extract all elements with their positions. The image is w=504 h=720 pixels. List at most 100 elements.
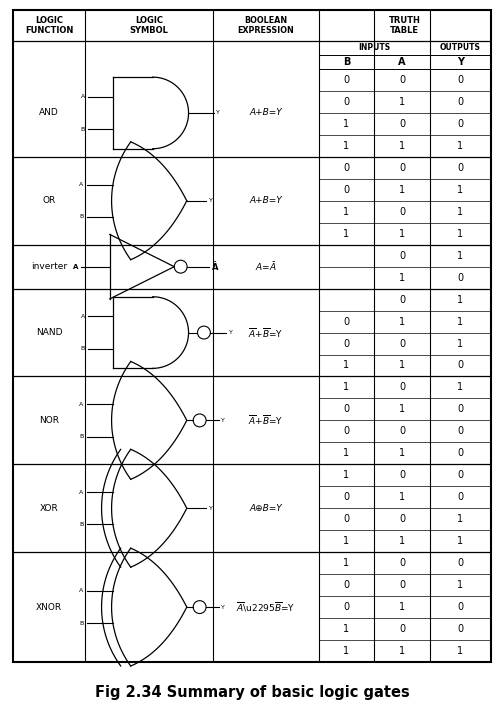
Text: 0: 0 — [399, 382, 405, 392]
Text: 0: 0 — [343, 580, 350, 590]
Text: A⊕B=Y: A⊕B=Y — [249, 504, 282, 513]
Text: 1: 1 — [399, 361, 405, 371]
Text: Y: Y — [229, 330, 233, 335]
Text: 1: 1 — [399, 536, 405, 546]
Text: 0: 0 — [343, 338, 350, 348]
Text: B: B — [343, 57, 350, 67]
Text: inverter: inverter — [31, 262, 67, 271]
Text: 0: 0 — [457, 426, 464, 436]
Text: 1: 1 — [343, 558, 350, 568]
Text: 1: 1 — [457, 185, 464, 195]
Text: A: A — [81, 94, 85, 99]
Text: 1: 1 — [343, 361, 350, 371]
Text: 0: 0 — [457, 602, 464, 612]
Text: 0: 0 — [457, 624, 464, 634]
Text: 1: 1 — [343, 141, 350, 151]
Text: LOGIC
SYMBOL: LOGIC SYMBOL — [130, 16, 169, 35]
Text: XOR: XOR — [40, 504, 58, 513]
Text: 1: 1 — [343, 207, 350, 217]
Text: 1: 1 — [457, 207, 464, 217]
Text: 0: 0 — [457, 97, 464, 107]
Text: Y: Y — [457, 57, 464, 67]
Text: 1: 1 — [457, 317, 464, 327]
Text: 0: 0 — [457, 449, 464, 459]
Text: 0: 0 — [399, 514, 405, 524]
Text: 1: 1 — [399, 405, 405, 415]
Text: $\bar{\mathbf{A}}$: $\bar{\mathbf{A}}$ — [212, 260, 220, 273]
Text: 1: 1 — [399, 492, 405, 503]
Text: 1: 1 — [457, 382, 464, 392]
Text: Y: Y — [221, 605, 225, 610]
Text: AND: AND — [39, 109, 59, 117]
Text: 1: 1 — [343, 119, 350, 129]
Text: B: B — [80, 522, 84, 527]
Text: LOGIC
FUNCTION: LOGIC FUNCTION — [25, 16, 73, 35]
Text: 0: 0 — [457, 119, 464, 129]
Text: A: A — [80, 588, 84, 593]
Text: B: B — [80, 215, 84, 220]
Text: 0: 0 — [399, 580, 405, 590]
Text: 1: 1 — [343, 449, 350, 459]
Text: $\overline{A}$\u2295$\overline{B}$=Y: $\overline{A}$\u2295$\overline{B}$=Y — [236, 600, 295, 613]
Text: 1: 1 — [399, 97, 405, 107]
Text: 0: 0 — [343, 602, 350, 612]
Text: 1: 1 — [343, 470, 350, 480]
Text: 1: 1 — [399, 449, 405, 459]
Text: A: A — [80, 490, 84, 495]
Text: 1: 1 — [399, 317, 405, 327]
Text: 1: 1 — [457, 141, 464, 151]
Text: 0: 0 — [457, 75, 464, 85]
Text: NOR: NOR — [39, 416, 59, 425]
Text: XNOR: XNOR — [36, 603, 62, 611]
Text: A: A — [81, 314, 85, 319]
Text: 1: 1 — [399, 141, 405, 151]
Text: B: B — [80, 434, 84, 439]
Text: 0: 0 — [399, 426, 405, 436]
Text: 0: 0 — [343, 492, 350, 503]
Text: BOOLEAN
EXPRESSION: BOOLEAN EXPRESSION — [237, 16, 294, 35]
Text: 1: 1 — [399, 602, 405, 612]
Text: 0: 0 — [343, 75, 350, 85]
Text: 1: 1 — [399, 273, 405, 283]
Text: 1: 1 — [457, 514, 464, 524]
Text: TRUTH
TABLE: TRUTH TABLE — [389, 16, 421, 35]
Text: Y: Y — [209, 505, 213, 510]
Text: 1: 1 — [457, 536, 464, 546]
Text: 0: 0 — [457, 492, 464, 503]
Text: A: A — [73, 264, 78, 270]
Text: 1: 1 — [457, 646, 464, 656]
Text: Y: Y — [216, 110, 220, 115]
Text: 0: 0 — [399, 470, 405, 480]
Text: B: B — [80, 621, 84, 626]
Text: 0: 0 — [457, 470, 464, 480]
Text: 0: 0 — [399, 207, 405, 217]
Text: 0: 0 — [343, 405, 350, 415]
Text: B: B — [81, 127, 85, 132]
Text: 0: 0 — [343, 514, 350, 524]
Text: 0: 0 — [343, 97, 350, 107]
Text: OR: OR — [42, 197, 56, 205]
Text: 0: 0 — [457, 558, 464, 568]
Text: 1: 1 — [457, 251, 464, 261]
Text: $\overline{A}$+$\overline{B}$=Y: $\overline{A}$+$\overline{B}$=Y — [248, 413, 284, 428]
Text: 0: 0 — [399, 163, 405, 173]
Text: B: B — [81, 346, 85, 351]
Text: 0: 0 — [343, 426, 350, 436]
Text: INPUTS: INPUTS — [358, 43, 390, 53]
Text: Y: Y — [221, 418, 225, 423]
Text: 0: 0 — [399, 75, 405, 85]
Text: 1: 1 — [457, 338, 464, 348]
Text: $\overline{A}$+$\overline{B}$=Y: $\overline{A}$+$\overline{B}$=Y — [248, 325, 284, 340]
Text: 0: 0 — [457, 361, 464, 371]
Text: 0: 0 — [399, 294, 405, 305]
Text: 0: 0 — [399, 558, 405, 568]
Text: 0: 0 — [457, 163, 464, 173]
Text: 0: 0 — [343, 185, 350, 195]
Text: OUTPUTS: OUTPUTS — [440, 43, 481, 53]
Text: A+B=Y: A+B=Y — [249, 109, 282, 117]
Text: 1: 1 — [399, 185, 405, 195]
Text: 1: 1 — [343, 624, 350, 634]
Text: 0: 0 — [399, 119, 405, 129]
Text: 0: 0 — [399, 624, 405, 634]
Text: A=$\bar{A}$: A=$\bar{A}$ — [255, 260, 277, 273]
